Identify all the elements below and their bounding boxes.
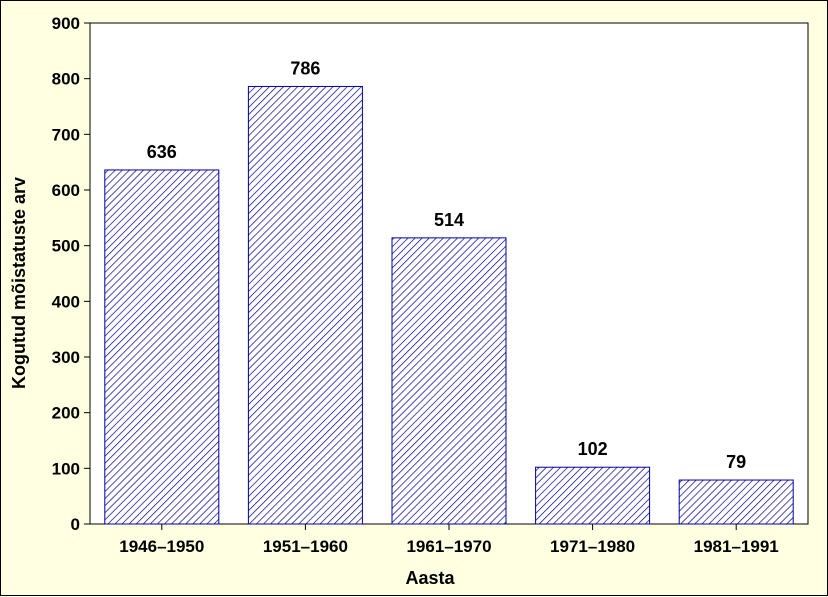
bar	[247, 85, 363, 525]
x-axis: 1946–1950 1951–1960 1961–1970 1971–1980 1981…	[119, 524, 779, 556]
bars-group: 636 786 514 102 79	[104, 58, 794, 525]
y-tick-label: 800	[52, 70, 80, 89]
bar-value-label: 79	[726, 452, 746, 472]
y-tick-label: 500	[52, 237, 80, 256]
x-tick-label: 1961–1970	[406, 537, 491, 556]
y-tick-label: 300	[52, 348, 80, 367]
y-tick-label: 600	[52, 181, 80, 200]
bar-value-label: 636	[147, 142, 177, 162]
x-tick-label: 1951–1960	[263, 537, 348, 556]
bar	[678, 479, 794, 525]
y-tick-label: 400	[52, 292, 80, 311]
y-axis: 0 100 200 300 400 500 600 700 800 900	[52, 14, 90, 534]
bar	[104, 169, 220, 525]
bar	[391, 237, 507, 525]
bar-value-label: 102	[578, 439, 608, 459]
y-tick-label: 900	[52, 14, 80, 33]
x-tick-label: 1981–1991	[694, 537, 779, 556]
y-tick-label: 100	[52, 459, 80, 478]
x-tick-label: 1971–1980	[550, 537, 635, 556]
y-tick-label: 0	[71, 515, 80, 534]
x-tick-label: 1946–1950	[119, 537, 204, 556]
bar	[535, 466, 651, 525]
y-axis-title: Kogutud mõistatuste arv	[9, 177, 29, 389]
x-axis-title: Aasta	[405, 568, 455, 588]
bar-value-label: 514	[434, 210, 464, 230]
y-tick-label: 700	[52, 125, 80, 144]
y-tick-label: 200	[52, 404, 80, 423]
bar-value-label: 786	[290, 58, 320, 78]
